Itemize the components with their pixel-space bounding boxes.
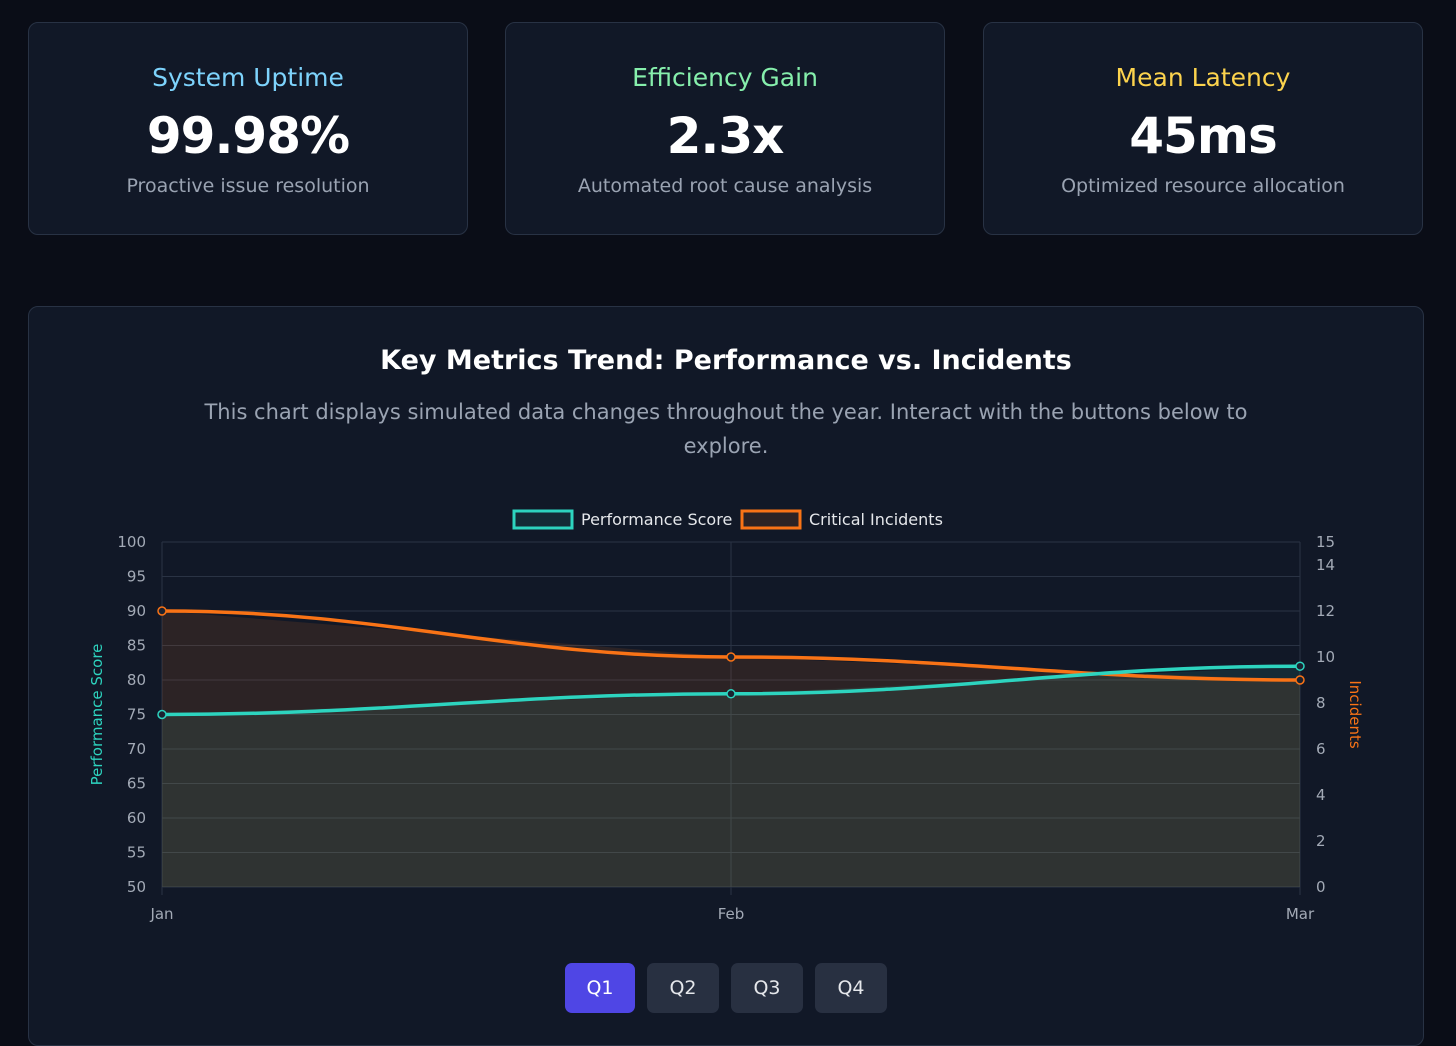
- quarter-button-q3[interactable]: Q3: [731, 963, 803, 1013]
- data-point-critical-incidents: [726, 652, 736, 662]
- quarter-button-q2[interactable]: Q2: [647, 963, 719, 1013]
- y-left-tick-label: 50: [127, 878, 146, 896]
- data-point-critical-incidents: [157, 606, 167, 616]
- legend-swatch-critical-incidents: [740, 509, 802, 530]
- stat-title: System Uptime: [152, 63, 344, 92]
- y-right-axis-title: Incidents: [1346, 680, 1364, 748]
- data-point-performance-score: [157, 709, 167, 720]
- stat-value: 99.98%: [146, 107, 350, 165]
- chart-subtitle: This chart displays simulated data chang…: [204, 400, 1248, 458]
- chart-title: Key Metrics Trend: Performance vs. Incid…: [380, 345, 1072, 376]
- y-left-tick-label: 75: [127, 706, 146, 724]
- series-area-performance-score: [162, 666, 1300, 887]
- stat-title: Mean Latency: [1115, 63, 1291, 92]
- stat-card-uptime: System Uptime 99.98% Proactive issue res…: [28, 22, 468, 235]
- y-right-tick-label: 15: [1316, 533, 1335, 551]
- y-right-tick-label: 10: [1316, 648, 1335, 666]
- y-left-tick-label: 85: [127, 637, 146, 655]
- data-point-critical-incidents: [1295, 675, 1305, 685]
- y-right-tick-label: 2: [1316, 832, 1326, 850]
- y-right-tick-label: 14: [1316, 556, 1335, 574]
- y-right-tick-label: 0: [1316, 878, 1326, 896]
- legend-swatch-performance-score: [512, 509, 574, 530]
- stat-description: Optimized resource allocation: [1061, 175, 1345, 197]
- y-right-tick-label: 12: [1316, 602, 1335, 620]
- quarter-button-group: Q1 Q2 Q3 Q4: [29, 963, 1423, 1013]
- stat-title: Efficiency Gain: [632, 63, 818, 92]
- y-left-axis-title: Performance Score: [88, 644, 106, 786]
- data-point-performance-score: [726, 689, 736, 699]
- chart-panel: Key Metrics Trend: Performance vs. Incid…: [28, 306, 1424, 1046]
- metrics-line-chart: 50 55 60 65 70 75 80 85 90 95 100 0 2 4 6 8 10 12 14 15 Jan F…: [88, 509, 1364, 923]
- stat-description: Automated root cause analysis: [577, 175, 873, 197]
- x-tick-label: Jan: [149, 905, 173, 923]
- legend-label-performance-score: Performance Score: [581, 510, 732, 529]
- y-left-tick-label: 55: [127, 844, 146, 862]
- legend-label-critical-incidents: Critical Incidents: [809, 510, 943, 529]
- y-left-tick-label: 100: [117, 533, 146, 551]
- stat-description: Proactive issue resolution: [126, 175, 370, 197]
- y-left-tick-label: 65: [127, 775, 146, 793]
- stat-card-efficiency: Efficiency Gain 2.3x Automated root caus…: [505, 22, 945, 235]
- stat-card-latency: Mean Latency 45ms Optimized resource all…: [983, 22, 1423, 235]
- data-point-performance-score: [1295, 661, 1305, 671]
- y-left-tick-label: 80: [127, 671, 146, 689]
- stat-value: 2.3x: [666, 107, 785, 165]
- y-left-tick-label: 70: [127, 740, 146, 758]
- y-right-tick-label: 6: [1316, 740, 1326, 758]
- stat-value: 45ms: [1129, 107, 1277, 165]
- y-right-tick-label: 4: [1316, 786, 1326, 804]
- quarter-button-q4[interactable]: Q4: [815, 963, 887, 1013]
- quarter-button-q1[interactable]: Q1: [565, 963, 635, 1013]
- y-left-tick-label: 95: [127, 568, 146, 586]
- y-left-tick-label: 60: [127, 809, 146, 827]
- x-tick-label: Mar: [1286, 905, 1315, 923]
- y-left-tick-label: 90: [127, 602, 146, 620]
- y-right-tick-label: 8: [1316, 694, 1326, 712]
- x-tick-label: Feb: [718, 905, 745, 923]
